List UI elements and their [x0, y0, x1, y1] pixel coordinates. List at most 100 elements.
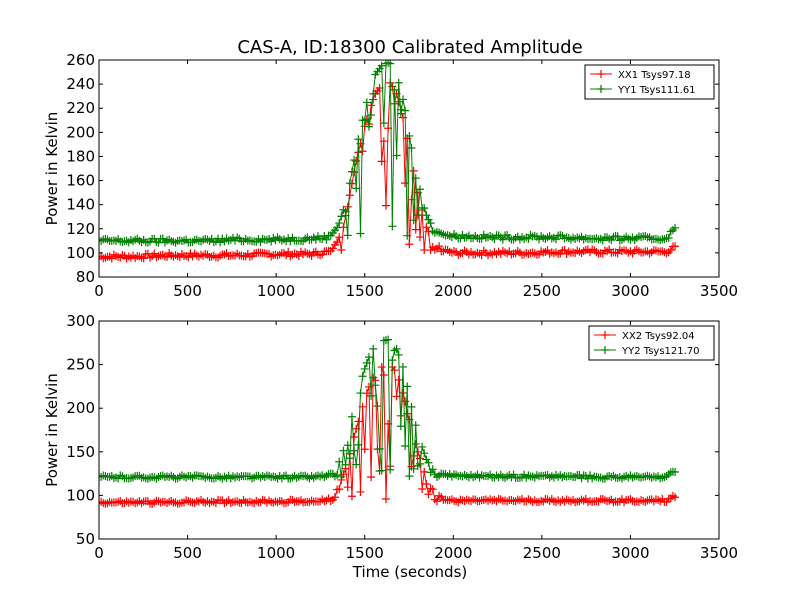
data-point-marker	[337, 212, 346, 221]
data-point-marker	[428, 465, 437, 474]
data-point-marker	[354, 440, 363, 449]
data-point-marker	[362, 98, 371, 107]
data-point-marker	[396, 422, 405, 431]
data-point-marker	[360, 445, 369, 454]
x-tick-label: 500	[173, 544, 202, 562]
data-point-marker	[333, 471, 342, 480]
data-point-marker	[388, 222, 397, 231]
data-point-marker	[354, 135, 363, 144]
x-tick-label: 2000	[434, 544, 472, 562]
legend: XX1 Tsys97.18 YY1 Tsys111.61	[584, 64, 715, 100]
y-tick-label: 300	[66, 312, 95, 330]
y-tick-label: 100	[66, 244, 95, 262]
data-point-marker	[343, 441, 352, 450]
data-point-marker	[411, 421, 420, 430]
data-point-marker	[367, 111, 376, 120]
y-tick-label: 120	[66, 220, 95, 238]
data-point-marker	[333, 223, 342, 232]
axes-frame	[98, 59, 720, 278]
figure-title: CAS-A, ID:18300 Calibrated Amplitude	[237, 37, 582, 58]
data-point-marker	[333, 238, 342, 247]
data-point-marker	[394, 78, 403, 87]
data-point-marker	[401, 179, 410, 188]
data-point-marker	[415, 185, 424, 194]
data-point-marker	[375, 444, 384, 453]
legend-marker	[601, 346, 609, 354]
data-point-marker	[367, 391, 376, 400]
data-point-marker	[343, 483, 352, 492]
x-tick-label: 1500	[346, 282, 384, 300]
data-point-marker	[356, 389, 365, 398]
bottom-subplot: 0 500 1000 1500 2000 2500 3000 3500 50 100 150 200 2…	[43, 312, 738, 562]
data-point-marker	[347, 167, 356, 176]
x-tick-label: 3500	[700, 282, 738, 300]
data-point-marker	[407, 144, 416, 153]
y-tick-label: 240	[66, 75, 95, 93]
data-point-marker	[335, 219, 344, 228]
data-point-marker	[345, 454, 354, 463]
data-point-marker	[377, 363, 386, 372]
data-point-marker	[360, 116, 369, 125]
data-point-marker	[354, 417, 363, 426]
data-point-marker	[403, 382, 412, 391]
data-point-marker	[369, 344, 378, 353]
x-tick-label: 2500	[523, 544, 561, 562]
data-point-marker	[409, 166, 418, 175]
x-tick-label: 2000	[434, 282, 472, 300]
data-point-marker	[671, 493, 680, 502]
data-point-marker	[407, 402, 416, 411]
data-point-marker	[377, 466, 386, 475]
x-tick-label: 1000	[257, 282, 295, 300]
data-point-marker	[409, 464, 418, 473]
y-axis-label: Power in Kelvin	[43, 112, 61, 226]
data-point-marker	[364, 353, 373, 362]
data-point-marker	[373, 402, 382, 411]
data-point-marker	[386, 465, 395, 474]
data-point-marker	[420, 449, 429, 458]
data-point-marker	[379, 370, 388, 379]
data-point-marker	[379, 137, 388, 146]
data-point-marker	[284, 247, 293, 256]
data-point-marker	[350, 156, 359, 165]
data-point-marker	[490, 235, 499, 244]
data-point-marker	[358, 372, 367, 381]
data-point-marker	[664, 233, 673, 242]
data-point-marker	[381, 201, 390, 210]
data-point-marker	[341, 207, 350, 216]
legend-label: YY1 Tsys111.61	[617, 85, 696, 96]
data-point-marker	[392, 392, 401, 401]
data-point-marker	[415, 233, 424, 242]
legend: XX2 Tsys92.04 YY2 Tsys121.70	[588, 325, 715, 361]
data-point-marker	[330, 493, 339, 502]
data-point-marker	[335, 233, 344, 242]
top-subplot: 0 500 1000 1500 2000 2500 3000 3500 80 100 120 140 1…	[43, 51, 738, 300]
data-point-marker	[428, 485, 437, 494]
data-point-marker	[369, 89, 378, 98]
data-point-marker	[398, 95, 407, 104]
y-tick-label: 180	[66, 147, 95, 165]
data-point-marker	[415, 459, 424, 468]
data-point-marker	[671, 223, 680, 232]
data-point-marker	[394, 375, 403, 384]
data-point-marker	[392, 151, 401, 160]
data-point-marker	[388, 356, 397, 365]
y-tick-label: 200	[66, 123, 95, 141]
legend-marker	[601, 331, 609, 339]
data-point-marker	[413, 447, 422, 456]
data-point-marker	[405, 131, 414, 140]
data-point-marker	[184, 253, 193, 262]
data-point-marker	[352, 184, 361, 193]
y-tick-label: 50	[76, 530, 95, 548]
data-point-marker	[401, 442, 410, 451]
x-tick-label: 3000	[611, 282, 649, 300]
legend-label: YY2 Tsys121.70	[621, 346, 700, 357]
data-point-marker	[422, 223, 431, 232]
legend-box	[588, 325, 715, 361]
legend-label: XX2 Tsys92.04	[622, 331, 695, 342]
series-1	[99, 363, 680, 508]
data-point-marker	[613, 232, 622, 241]
data-point-marker	[426, 219, 435, 228]
y-tick-label: 220	[66, 99, 95, 117]
legend-marker	[597, 85, 605, 93]
